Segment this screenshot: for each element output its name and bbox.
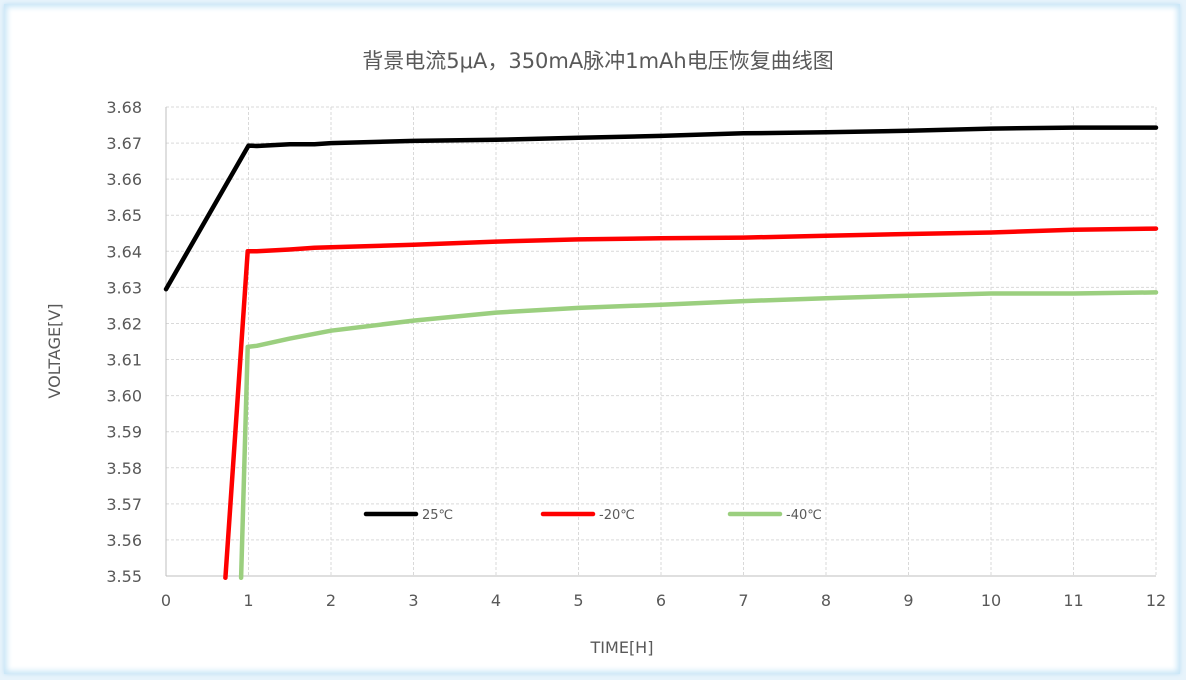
y-tick-label: 3.55 xyxy=(106,567,142,586)
legend-label-2: -40℃ xyxy=(786,508,822,523)
series-line-0 xyxy=(163,125,1159,292)
y-tick-label: 3.68 xyxy=(106,98,142,117)
y-tick-label: 3.66 xyxy=(106,170,142,189)
x-tick-label: 5 xyxy=(573,591,583,610)
y-tick-label: 3.58 xyxy=(106,459,142,478)
y-tick-labels: 3.55 3.56 3.57 3.58 3.59 3.60 3.61 3.62 3.63 3.64… xyxy=(106,98,142,586)
y-tick-label: 3.56 xyxy=(106,531,142,550)
x-tick-label: 8 xyxy=(821,591,831,610)
chart-frame xyxy=(4,4,1180,674)
y-tick-label: 3.67 xyxy=(106,134,142,153)
y-tick-label: 3.59 xyxy=(106,423,142,442)
y-tick-label: 3.65 xyxy=(106,206,142,225)
series-lines xyxy=(163,125,1159,581)
x-tick-label: 12 xyxy=(1146,591,1166,610)
y-tick-label: 3.57 xyxy=(106,495,142,514)
x-tick-label: 6 xyxy=(656,591,666,610)
series-line-1 xyxy=(223,226,1159,581)
x-tick-label: 0 xyxy=(161,591,171,610)
x-tick-label: 4 xyxy=(491,591,501,610)
x-tick-label: 2 xyxy=(326,591,336,610)
x-tick-label: 1 xyxy=(243,591,253,610)
y-tick-label: 3.64 xyxy=(106,242,142,261)
x-tick-label: 7 xyxy=(738,591,748,610)
chart-title: 背景电流5μA，350mA脉冲1mAh电压恢复曲线图 xyxy=(362,49,833,73)
x-tick-label: 11 xyxy=(1063,591,1083,610)
x-axis-label: TIME[H] xyxy=(590,638,654,657)
x-tick-label: 3 xyxy=(408,591,418,610)
legend-label-0: 25℃ xyxy=(422,508,453,523)
grid-lines xyxy=(165,106,1157,577)
y-tick-label: 3.61 xyxy=(106,351,142,370)
y-tick-label: 3.63 xyxy=(106,278,142,297)
series-line-2 xyxy=(238,290,1159,581)
x-tick-labels: 0 1 2 3 4 5 6 7 8 9 10 11 12 xyxy=(161,591,1166,610)
y-tick-label: 3.62 xyxy=(106,314,142,333)
x-tick-label: 10 xyxy=(981,591,1001,610)
x-tick-label: 9 xyxy=(903,591,913,610)
legend-label-1: -20℃ xyxy=(599,508,635,523)
y-axis-label: VOLTAGE[V] xyxy=(45,303,64,398)
y-tick-label: 3.60 xyxy=(106,387,142,406)
legend: 25℃ -20℃ -40℃ xyxy=(363,508,822,523)
